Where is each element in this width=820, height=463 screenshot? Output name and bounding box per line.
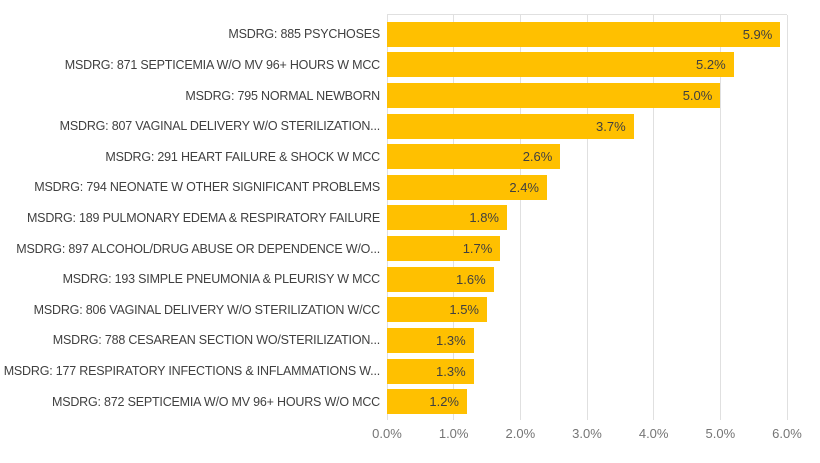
gridline (586, 15, 588, 420)
bar-value-label: 2.4% (509, 179, 539, 195)
category-label: MSDRG: 885 PSYCHOSES (228, 27, 380, 42)
gridline (653, 15, 655, 420)
x-axis-tick-label: 4.0% (638, 426, 669, 441)
bar[interactable]: 5.0% (387, 83, 721, 109)
bar-value-label: 1.5% (449, 302, 479, 318)
x-axis-tick-label: 5.0% (705, 426, 736, 441)
category-label: MSDRG: 788 CESAREAN SECTION WO/STERILIZA… (52, 333, 380, 348)
bar[interactable]: 1.7% (387, 236, 501, 262)
chart-row: MSDRG: 177 RESPIRATORY INFECTIONS & INFL… (0, 356, 820, 387)
chart-row: MSDRG: 795 NORMAL NEWBORN 5.0% (0, 80, 820, 111)
bar[interactable]: 1.2% (387, 389, 467, 415)
category-label: MSDRG: 291 HEART FAILURE & SHOCK W MCC (105, 149, 380, 164)
bar[interactable]: 5.9% (387, 21, 781, 47)
category-label: MSDRG: 807 VAGINAL DELIVERY W/O STERILIZ… (59, 119, 381, 134)
category-label: MSDRG: 806 VAGINAL DELIVERY W/O STERILIZ… (33, 302, 381, 317)
gridline (519, 15, 521, 420)
bar[interactable]: 1.8% (387, 205, 507, 231)
chart-row: MSDRG: 885 PSYCHOSES 5.9% (0, 19, 820, 50)
x-axis-tick-label: 6.0% (772, 426, 802, 441)
bar[interactable]: 3.7% (387, 113, 634, 139)
bar-value-label: 5.2% (696, 57, 726, 73)
bar[interactable]: 2.6% (387, 144, 561, 170)
x-axis: 0.0% 1.0% 2.0% 3.0% 4.0% 5.0% 6.0% (372, 426, 802, 444)
x-axis-tick-label: 1.0% (438, 426, 469, 441)
bar[interactable]: 1.5% (387, 297, 487, 323)
bar-value-label: 2.6% (522, 149, 553, 165)
chart-row: MSDRG: 193 SIMPLE PNEUMONIA & PLEURISY W… (0, 264, 820, 295)
category-label: MSDRG: 872 SEPTICEMIA W/O MV 96+ HOURS W… (51, 394, 380, 409)
chart-row: MSDRG: 189 PULMONARY EDEMA & RESPIRATORY… (0, 203, 820, 234)
bar-value-label: 1.7% (462, 241, 493, 257)
bar-value-label: 1.3% (436, 332, 466, 348)
x-axis-tick-label: 0.0% (372, 426, 402, 441)
chart-row: MSDRG: 871 SEPTICEMIA W/O MV 96+ HOURS W… (0, 50, 820, 81)
chart-row: MSDRG: 291 HEART FAILURE & SHOCK W MCC 2.… (0, 141, 820, 172)
bar[interactable]: 1.3% (387, 327, 474, 353)
chart-row: MSDRG: 806 VAGINAL DELIVERY W/O STERILIZ… (0, 294, 820, 325)
category-label: MSDRG: 193 SIMPLE PNEUMONIA & PLEURISY W… (62, 272, 381, 287)
category-label: MSDRG: 897 ALCOHOL/DRUG ABUSE OR DEPENDE… (16, 241, 380, 256)
chart-rows: MSDRG: 885 PSYCHOSES 5.9% MSDRG: 871 SEPTI… (0, 19, 820, 417)
bar-value-label: 5.9% (742, 26, 773, 42)
bar[interactable]: 2.4% (387, 174, 547, 200)
bar-value-label: 1.2% (429, 394, 459, 410)
chart-row: MSDRG: 872 SEPTICEMIA W/O MV 96+ HOURS W… (0, 386, 820, 417)
gridline (786, 15, 788, 420)
x-axis-tick-label: 3.0% (572, 426, 602, 441)
bar-value-label: 1.8% (469, 210, 499, 226)
bar-value-label: 1.3% (436, 363, 466, 379)
bar[interactable]: 1.3% (387, 358, 474, 384)
category-label: MSDRG: 871 SEPTICEMIA W/O MV 96+ HOURS W… (64, 57, 380, 72)
category-label: MSDRG: 795 NORMAL NEWBORN (185, 88, 380, 103)
category-label: MSDRG: 794 NEONATE W OTHER SIGNIFICANT P… (34, 180, 380, 195)
x-axis-tick-label: 2.0% (505, 426, 536, 441)
bar-value-label: 5.0% (682, 88, 713, 104)
bar[interactable]: 1.6% (387, 266, 494, 292)
bar-value-label: 3.7% (596, 118, 626, 134)
chart-row: MSDRG: 788 CESAREAN SECTION WO/STERILIZA… (0, 325, 820, 356)
chart-row: MSDRG: 794 NEONATE W OTHER SIGNIFICANT P… (0, 172, 820, 203)
bar[interactable]: 5.2% (387, 52, 734, 78)
category-label: MSDRG: 177 RESPIRATORY INFECTIONS & INFL… (3, 364, 381, 378)
chart-row: MSDRG: 807 VAGINAL DELIVERY W/O STERILIZ… (0, 111, 820, 142)
bar-value-label: 1.6% (456, 271, 486, 287)
category-label: MSDRG: 189 PULMONARY EDEMA & RESPIRATORY… (26, 210, 380, 225)
chart-row: MSDRG: 897 ALCOHOL/DRUG ABUSE OR DEPENDE… (0, 233, 820, 264)
gridline (719, 15, 721, 420)
